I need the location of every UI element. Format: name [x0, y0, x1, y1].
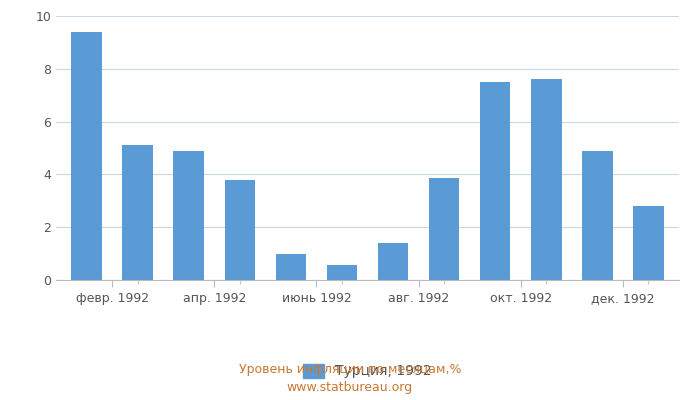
Bar [531, 79, 561, 280]
Bar [582, 151, 612, 280]
Text: www.statbureau.org: www.statbureau.org [287, 382, 413, 394]
Bar [429, 178, 459, 280]
Bar [276, 254, 306, 280]
Bar [378, 243, 408, 280]
Bar [174, 151, 204, 280]
Bar [633, 206, 664, 280]
Bar [225, 180, 256, 280]
Bar [480, 82, 510, 280]
Bar [71, 32, 102, 280]
Bar [122, 145, 153, 280]
Legend: Турция, 1992: Турция, 1992 [298, 358, 438, 384]
Bar [327, 266, 357, 280]
Text: Уровень инфляции по месяцам,%: Уровень инфляции по месяцам,% [239, 364, 461, 376]
